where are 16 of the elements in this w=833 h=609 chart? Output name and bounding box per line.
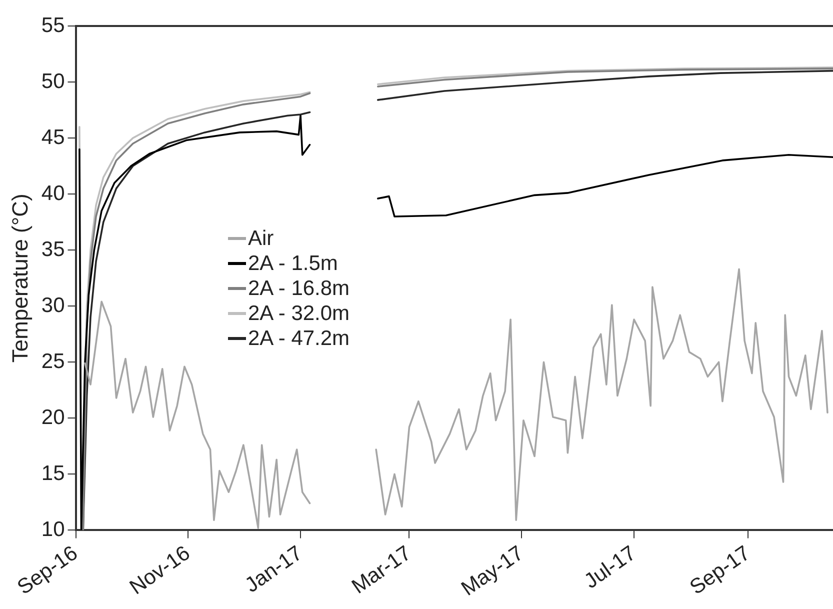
y-tick-label: 45 — [41, 126, 65, 149]
legend-label: 2A - 1.5m — [248, 251, 338, 276]
legend-label: Air — [248, 226, 274, 251]
y-tick-label: 20 — [41, 406, 65, 429]
y-tick-label: 50 — [41, 70, 65, 93]
y-tick-label: 10 — [41, 518, 65, 541]
y-tick-label: 30 — [41, 294, 65, 317]
legend-label: 2A - 47.2m — [248, 326, 350, 351]
legend-label: 2A - 16.8m — [248, 276, 350, 301]
legend-label: 2A - 32.0m — [248, 301, 350, 326]
y-tick-label: 40 — [41, 182, 65, 205]
y-tick-label: 55 — [41, 14, 65, 37]
y-tick-label: 15 — [41, 462, 65, 485]
y-axis-title: Temperature (°C) — [7, 194, 32, 363]
y-tick-label: 25 — [41, 350, 65, 373]
y-tick-label: 35 — [41, 238, 65, 261]
